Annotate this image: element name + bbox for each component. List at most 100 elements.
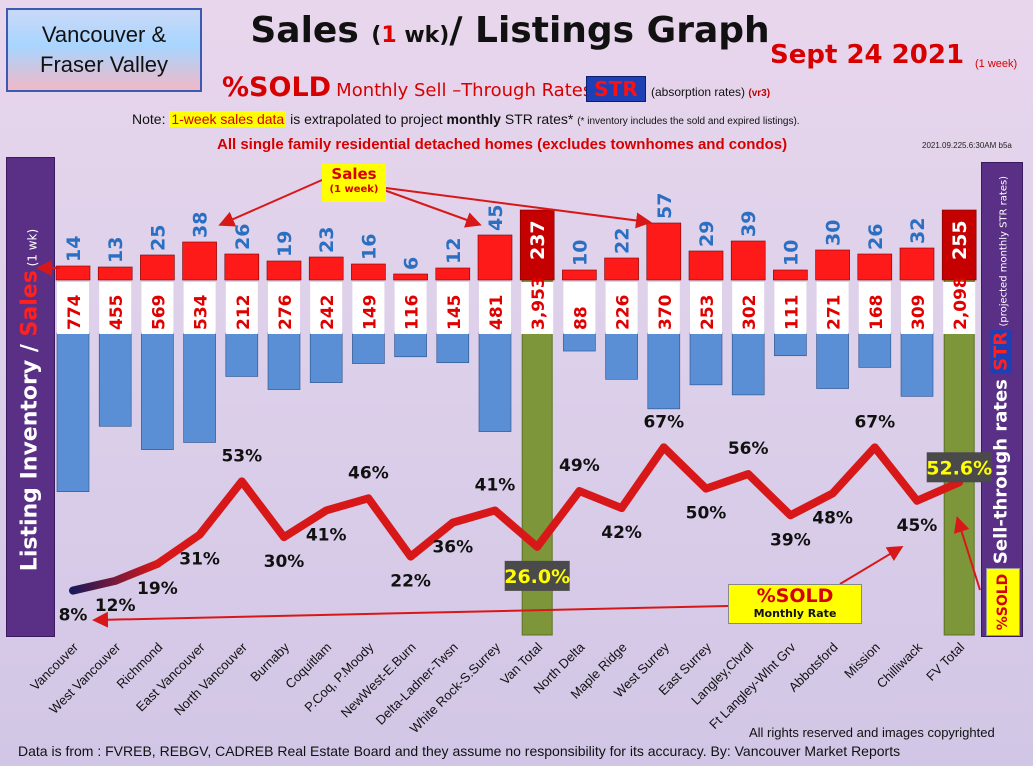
inventory-bar	[605, 332, 638, 380]
inventory-label-box	[521, 282, 554, 334]
sales-bar	[97, 266, 133, 281]
inventory-label-box	[774, 282, 807, 334]
region-label-box: Vancouver & Fraser Valley	[6, 8, 202, 92]
arrow-layer	[36, 179, 981, 628]
extrapolation-note: Note: 1-week sales data is extrapolated …	[132, 111, 800, 127]
inventory-label-box	[99, 282, 132, 334]
inventory-label-box	[732, 282, 765, 334]
version-stamp: 2021.09.225.6:30AM b5a	[922, 141, 1012, 150]
pct-value-label: 12%	[95, 596, 136, 616]
inventory-bar	[98, 332, 132, 427]
sales-bar	[730, 240, 766, 281]
inventory-bar	[394, 332, 427, 358]
inventory-bar	[352, 332, 385, 364]
pct-value-label: 36%	[432, 538, 473, 558]
inventory-value-label: 455	[107, 295, 127, 331]
inventory-value-label: 88	[571, 306, 591, 330]
inventory-bar	[731, 332, 765, 396]
sales-bar	[519, 209, 555, 281]
pct-value-label: 56%	[728, 439, 769, 459]
inventory-label-box	[310, 282, 343, 334]
inventory-value-label: 302	[740, 295, 760, 331]
inventory-label-box	[141, 282, 174, 334]
report-date: Sept 24 2021	[770, 40, 965, 70]
inventory-label-box	[352, 282, 385, 334]
version-label: (vr3)	[748, 88, 771, 99]
pct-value-label: 39%	[770, 530, 811, 550]
sales-value-label: 255	[949, 220, 971, 260]
sales-value-label: 237	[527, 220, 549, 260]
sales-bar	[477, 234, 513, 281]
pct-value-label: 53%	[221, 446, 262, 466]
copyright-note: All rights reserved and images copyright…	[749, 725, 995, 740]
sales-bar	[393, 273, 428, 281]
sales-bar	[857, 253, 893, 281]
sales-callout-title: Sales	[331, 165, 377, 183]
note-after: STR rates*	[500, 111, 578, 127]
region-line-1: Vancouver &	[41, 22, 167, 47]
str-badge: STR	[586, 76, 646, 102]
inventory-value-label: 242	[318, 295, 338, 331]
inventory-label-box	[901, 282, 933, 334]
sales-bar	[351, 263, 386, 281]
subtitle: %SOLD Monthly Sell –Through Rates	[222, 72, 592, 103]
sold-callout: %SOLD Monthly Rate	[728, 584, 862, 624]
sold-callout-title: %SOLD	[756, 585, 834, 607]
sold-arrow-right	[839, 545, 904, 585]
pct-value-label: 31%	[179, 550, 220, 570]
inventory-bar	[436, 332, 470, 364]
inventory-label-box	[57, 282, 89, 334]
inventory-value-label: 774	[65, 294, 85, 330]
inventory-label-box	[647, 282, 680, 334]
sales-arrow-right	[385, 187, 652, 229]
inventory-value-label: 168	[867, 295, 887, 331]
sales-value-label: 57	[654, 193, 676, 219]
sales-value-label: 29	[696, 221, 718, 247]
inventory-bar	[774, 332, 807, 357]
title-paren: (	[371, 23, 382, 48]
sales-value-label: 19	[274, 231, 296, 257]
inventory-bar	[141, 332, 174, 450]
pct-sold-line	[153, 443, 964, 568]
pct-value-label: 45%	[897, 516, 938, 536]
title-sales: Sales	[250, 10, 372, 51]
inventory-label-box	[479, 282, 511, 334]
inventory-label-box	[394, 282, 427, 334]
inventory-value-label: 370	[656, 294, 676, 330]
pct-value-label: 46%	[348, 463, 389, 483]
note-fine: (* inventory includes the sold and expir…	[577, 116, 800, 127]
pct-value-label: 67%	[854, 412, 895, 432]
inventory-label-box	[858, 282, 891, 334]
right-axis-panel	[981, 162, 1023, 637]
inventory-bar	[900, 332, 934, 397]
sales-value-label: 39	[738, 211, 760, 237]
sales-bar	[773, 269, 808, 281]
inventory-bar	[647, 332, 681, 410]
sales-bar	[646, 222, 682, 281]
note-middle: is extrapolated to project	[286, 111, 447, 127]
inventory-label-box	[436, 282, 469, 334]
sales-bar	[899, 247, 935, 281]
sales-bar	[224, 253, 260, 281]
pct-value-label: 19%	[137, 579, 178, 599]
sales-value-label: 13	[105, 237, 127, 263]
sales-bar	[266, 260, 302, 281]
pct-value-label: 42%	[601, 523, 642, 543]
inventory-bar	[183, 332, 216, 443]
inventory-value-label: 534	[192, 294, 212, 330]
inventory-value-label: 212	[234, 295, 254, 331]
inventory-label-box	[563, 282, 596, 334]
inventory-label-box	[816, 282, 849, 334]
sales-callout: Sales (1 week)	[322, 164, 386, 202]
subtitle-pct-sold: %SOLD	[222, 72, 332, 103]
pct-value-label: 48%	[812, 508, 853, 528]
sales-bar	[140, 254, 175, 281]
pct-total-label-box	[504, 560, 570, 591]
category-label: Mission	[841, 640, 883, 682]
inventory-value-label: 226	[614, 295, 634, 331]
sales-value-label: 16	[358, 234, 380, 260]
pct-total-label: 26.0%	[504, 566, 570, 588]
sales-bar	[308, 256, 344, 281]
inventory-value-label: 2,098	[951, 276, 971, 330]
